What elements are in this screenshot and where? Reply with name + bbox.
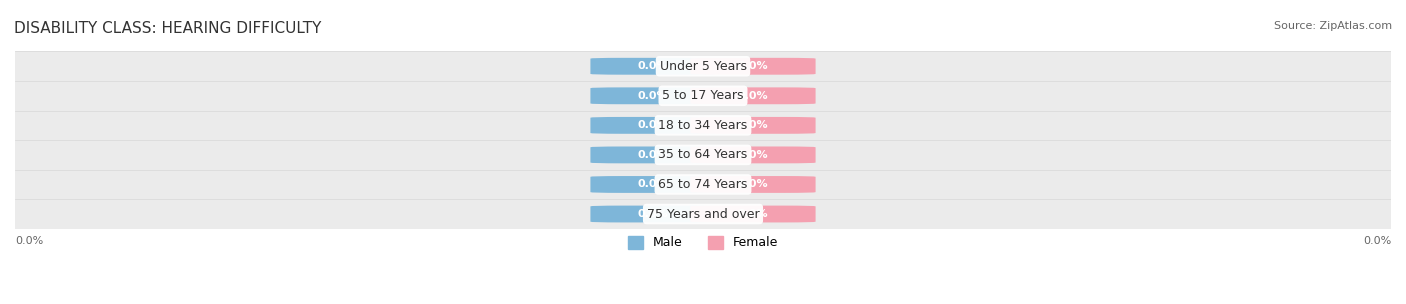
Text: 0.0%: 0.0% xyxy=(738,150,768,160)
FancyBboxPatch shape xyxy=(591,176,716,193)
FancyBboxPatch shape xyxy=(690,117,815,134)
Bar xyxy=(15,140,1391,170)
Legend: Male, Female: Male, Female xyxy=(623,231,783,254)
FancyBboxPatch shape xyxy=(591,206,716,223)
Text: Source: ZipAtlas.com: Source: ZipAtlas.com xyxy=(1274,21,1392,31)
FancyBboxPatch shape xyxy=(690,58,815,75)
Bar xyxy=(15,111,1391,140)
Text: 65 to 74 Years: 65 to 74 Years xyxy=(658,178,748,191)
Text: 0.0%: 0.0% xyxy=(738,179,768,189)
FancyBboxPatch shape xyxy=(591,117,716,134)
Text: Under 5 Years: Under 5 Years xyxy=(659,60,747,73)
FancyBboxPatch shape xyxy=(591,58,716,75)
FancyBboxPatch shape xyxy=(690,147,815,163)
Text: 18 to 34 Years: 18 to 34 Years xyxy=(658,119,748,132)
Text: 0.0%: 0.0% xyxy=(638,209,668,219)
Text: DISABILITY CLASS: HEARING DIFFICULTY: DISABILITY CLASS: HEARING DIFFICULTY xyxy=(14,21,322,36)
Text: 5 to 17 Years: 5 to 17 Years xyxy=(662,89,744,102)
Text: 0.0%: 0.0% xyxy=(738,91,768,101)
Text: 75 Years and over: 75 Years and over xyxy=(647,208,759,220)
FancyBboxPatch shape xyxy=(591,87,716,104)
Text: 0.0%: 0.0% xyxy=(638,61,668,71)
Bar xyxy=(15,81,1391,111)
Text: 0.0%: 0.0% xyxy=(15,236,44,246)
Bar xyxy=(15,199,1391,229)
FancyBboxPatch shape xyxy=(591,147,716,163)
Bar xyxy=(15,51,1391,81)
Text: 0.0%: 0.0% xyxy=(638,120,668,130)
Text: 0.0%: 0.0% xyxy=(638,150,668,160)
Text: 0.0%: 0.0% xyxy=(638,91,668,101)
Bar xyxy=(15,170,1391,199)
Text: 0.0%: 0.0% xyxy=(738,120,768,130)
Text: 0.0%: 0.0% xyxy=(738,61,768,71)
FancyBboxPatch shape xyxy=(690,87,815,104)
Text: 0.0%: 0.0% xyxy=(638,179,668,189)
FancyBboxPatch shape xyxy=(690,206,815,223)
Text: 35 to 64 Years: 35 to 64 Years xyxy=(658,148,748,161)
Text: 0.0%: 0.0% xyxy=(738,209,768,219)
FancyBboxPatch shape xyxy=(690,176,815,193)
Text: 0.0%: 0.0% xyxy=(1362,236,1391,246)
